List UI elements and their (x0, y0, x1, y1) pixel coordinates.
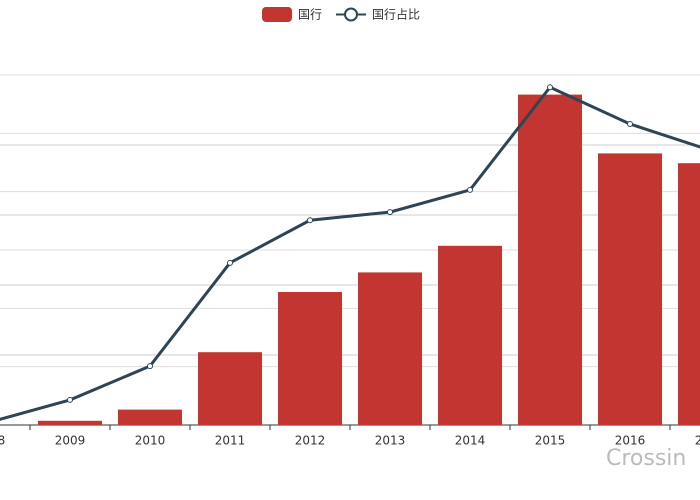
x-tick-label: 2009 (55, 434, 86, 448)
legend-label: 国行占比 (372, 7, 420, 22)
bar (678, 163, 700, 425)
bar (598, 153, 662, 425)
line-point (147, 363, 153, 370)
legend-swatch-point (344, 7, 359, 22)
bar (438, 245, 502, 425)
x-tick-label: 2013 (375, 434, 406, 448)
grid: 2008 2009 2010 2011 2012 2013 2014 2015 2016 2017 (0, 74, 700, 448)
bar (38, 420, 102, 425)
legend-label: 国行 (298, 8, 322, 22)
legend-item[interactable]: 国行占比 (336, 7, 420, 22)
x-tick-label: 2008 (0, 434, 5, 448)
line-point (547, 84, 553, 91)
x-tick-label: 2010 (135, 434, 166, 448)
x-tick-label: 2016 (615, 434, 646, 448)
line-point (307, 217, 313, 224)
legend: 国行 国行占比 (262, 7, 420, 22)
bar (118, 409, 182, 425)
bar (278, 292, 342, 425)
line (0, 85, 700, 421)
line-point (467, 186, 473, 193)
plot-area (0, 84, 700, 425)
watermark: Crossin (606, 446, 686, 471)
legend-swatch (262, 7, 292, 22)
x-tick-label: 2012 (295, 434, 326, 448)
bar (518, 94, 582, 425)
bar (198, 352, 262, 425)
x-tick-label: 2015 (535, 434, 566, 448)
legend-item[interactable]: 国行 (262, 7, 322, 22)
line-point (227, 259, 233, 266)
x-tick-label: 2011 (215, 434, 246, 448)
line-point (67, 396, 73, 403)
x-tick-label: 2014 (455, 434, 486, 448)
bar (358, 272, 422, 425)
line-point (627, 121, 633, 127)
x-tick-label: 2017 (695, 434, 700, 448)
line-point (387, 209, 393, 216)
